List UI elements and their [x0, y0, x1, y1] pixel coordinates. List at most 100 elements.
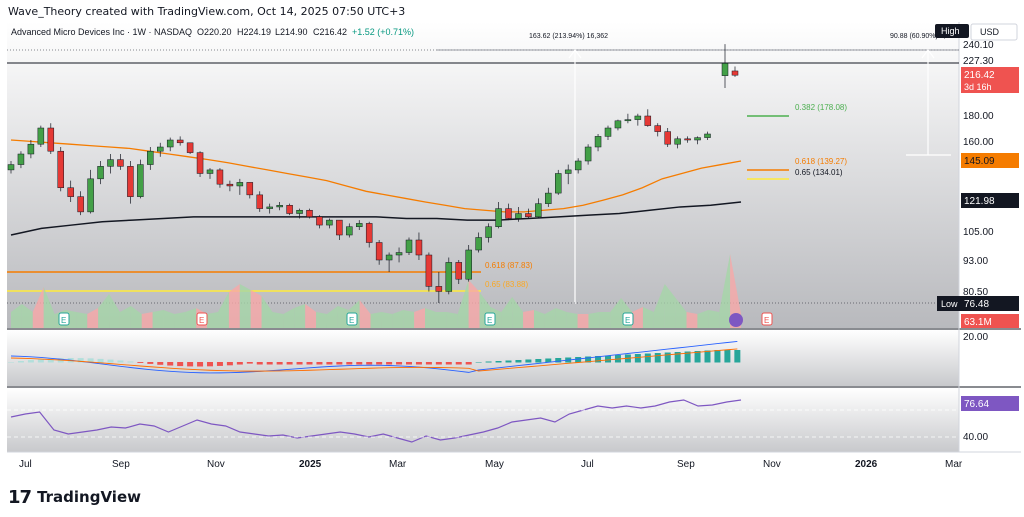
candle-body[interactable]: [37, 127, 45, 145]
candle-body[interactable]: [47, 127, 55, 152]
candle-body[interactable]: [266, 206, 273, 209]
candle-body[interactable]: [286, 205, 293, 214]
candle-body[interactable]: [57, 150, 64, 188]
earnings-marker[interactable]: [761, 312, 773, 326]
macd-histogram-bar: [306, 362, 313, 365]
earnings-marker[interactable]: [196, 312, 208, 326]
candle-body[interactable]: [157, 146, 164, 152]
candle-body[interactable]: [67, 187, 74, 197]
candle-body[interactable]: [236, 182, 244, 187]
candle-body[interactable]: [644, 115, 652, 126]
candle-body[interactable]: [584, 146, 592, 162]
chart-frame[interactable]: Advanced Micro Devices Inc · 1W · NASDAQ…: [7, 22, 1021, 474]
candle-body[interactable]: [395, 252, 403, 256]
price-axis[interactable]: 240.10 227.30 180.00 160.00 105.00 93.00…: [961, 40, 1019, 443]
candle-body[interactable]: [326, 219, 333, 226]
earnings-marker[interactable]: [484, 312, 496, 326]
candle-body[interactable]: [604, 127, 612, 137]
macd-histogram-bar: [197, 362, 204, 367]
earnings-marker[interactable]: [346, 312, 358, 326]
candle-body[interactable]: [614, 120, 622, 129]
candle-body[interactable]: [365, 223, 373, 243]
candle-body[interactable]: [505, 208, 512, 219]
candle-body[interactable]: [97, 166, 104, 180]
candle-body[interactable]: [226, 183, 234, 187]
earnings-marker[interactable]: [622, 312, 634, 326]
macd-line[interactable]: [10, 340, 738, 374]
candle-body[interactable]: [535, 203, 542, 218]
candle-body[interactable]: [574, 160, 582, 171]
candle-body[interactable]: [87, 178, 94, 213]
candle-body[interactable]: [664, 131, 671, 145]
created-by-label: Wave_Theory created with TradingView.com…: [8, 5, 406, 18]
dividend-lightning-icon[interactable]: [729, 313, 743, 327]
high-button[interactable]: [935, 24, 969, 38]
ema-line[interactable]: [10, 139, 742, 213]
candle-body[interactable]: [316, 216, 323, 226]
candle-body[interactable]: [425, 254, 433, 287]
candle-body[interactable]: [17, 153, 25, 165]
macd-signal-line[interactable]: [10, 348, 738, 372]
candle-body[interactable]: [435, 286, 443, 292]
candle-body[interactable]: [276, 205, 283, 208]
candle-body[interactable]: [405, 239, 413, 253]
candle-body[interactable]: [27, 143, 35, 155]
sma-line[interactable]: [10, 201, 742, 236]
macd-histogram-bar: [366, 362, 373, 365]
price-chart[interactable]: Advanced Micro Devices Inc · 1W · NASDAQ…: [7, 22, 1021, 474]
candle-body[interactable]: [296, 209, 303, 214]
candle-body[interactable]: [455, 262, 462, 280]
candle-body[interactable]: [674, 138, 681, 145]
candle-body[interactable]: [555, 173, 562, 194]
tradingview-logo[interactable]: 17 TradingView: [8, 486, 141, 508]
candle-body[interactable]: [465, 249, 472, 280]
earnings-marker[interactable]: [58, 312, 70, 326]
candle-body[interactable]: [475, 237, 482, 251]
candle-body[interactable]: [445, 262, 453, 292]
candle-body[interactable]: [375, 242, 383, 261]
candle-body[interactable]: [176, 139, 184, 144]
candle-body[interactable]: [721, 63, 729, 76]
candle-body[interactable]: [704, 133, 711, 138]
candle-body[interactable]: [7, 164, 15, 171]
candle-body[interactable]: [545, 192, 552, 204]
candle-body[interactable]: [594, 136, 602, 148]
candle-body[interactable]: [684, 138, 691, 141]
candle-body[interactable]: [385, 254, 393, 261]
candle-body[interactable]: [634, 115, 642, 120]
candle-body[interactable]: [127, 166, 134, 197]
candle-body[interactable]: [515, 213, 522, 219]
candle-body[interactable]: [117, 159, 124, 167]
candle-body[interactable]: [415, 239, 423, 256]
candle-body[interactable]: [694, 137, 701, 141]
candle-body[interactable]: [564, 169, 572, 174]
candle-body[interactable]: [485, 226, 492, 238]
candle-body[interactable]: [216, 169, 224, 185]
candle-body[interactable]: [731, 70, 739, 76]
candle-body[interactable]: [525, 213, 532, 218]
candle-body[interactable]: [356, 223, 363, 227]
currency-button[interactable]: [970, 23, 1018, 41]
candle-body[interactable]: [186, 142, 194, 153]
candle-body[interactable]: [495, 208, 502, 227]
volume-area: [228, 284, 240, 328]
rsi-line[interactable]: [10, 399, 742, 443]
candle-body[interactable]: [336, 219, 343, 236]
candle-body[interactable]: [246, 182, 254, 196]
candle-body[interactable]: [654, 125, 661, 132]
candle-body[interactable]: [256, 194, 263, 209]
candle-body[interactable]: [166, 139, 174, 148]
candle-body[interactable]: [624, 119, 632, 122]
candle-body[interactable]: [107, 159, 114, 167]
time-axis-bg[interactable]: [7, 452, 1021, 474]
candle-body[interactable]: [77, 196, 84, 213]
candle-body[interactable]: [206, 169, 214, 174]
candle-body[interactable]: [196, 152, 204, 174]
volume-area: [686, 312, 698, 328]
candle-body[interactable]: [306, 209, 313, 218]
candle-body[interactable]: [346, 226, 353, 236]
low-button[interactable]: [937, 296, 963, 311]
candle-body[interactable]: [137, 164, 144, 197]
volume-tag: [961, 314, 1019, 328]
candle-body[interactable]: [147, 150, 154, 165]
